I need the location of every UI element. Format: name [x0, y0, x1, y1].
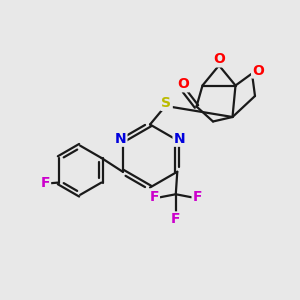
Text: N: N: [115, 132, 126, 146]
Text: F: F: [171, 212, 181, 226]
Text: S: S: [161, 96, 172, 110]
Text: F: F: [149, 190, 159, 204]
Text: O: O: [252, 64, 264, 77]
Text: F: F: [193, 190, 202, 204]
Text: O: O: [213, 52, 225, 66]
Text: O: O: [177, 77, 189, 91]
Text: S: S: [161, 96, 172, 110]
Text: F: F: [40, 176, 50, 190]
Text: N: N: [174, 132, 185, 146]
